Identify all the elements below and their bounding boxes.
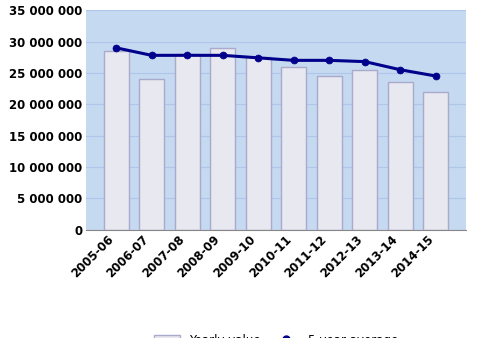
Bar	[388, 82, 413, 230]
Bar	[317, 76, 342, 230]
Bar	[210, 48, 235, 230]
Legend: Yearly value, 5-year average: Yearly value, 5-year average	[149, 329, 403, 338]
Bar	[246, 57, 271, 230]
Bar	[281, 67, 306, 230]
Bar	[423, 92, 448, 230]
Bar	[104, 51, 129, 230]
Bar	[139, 79, 164, 230]
Bar	[175, 54, 200, 230]
Bar	[352, 70, 377, 230]
